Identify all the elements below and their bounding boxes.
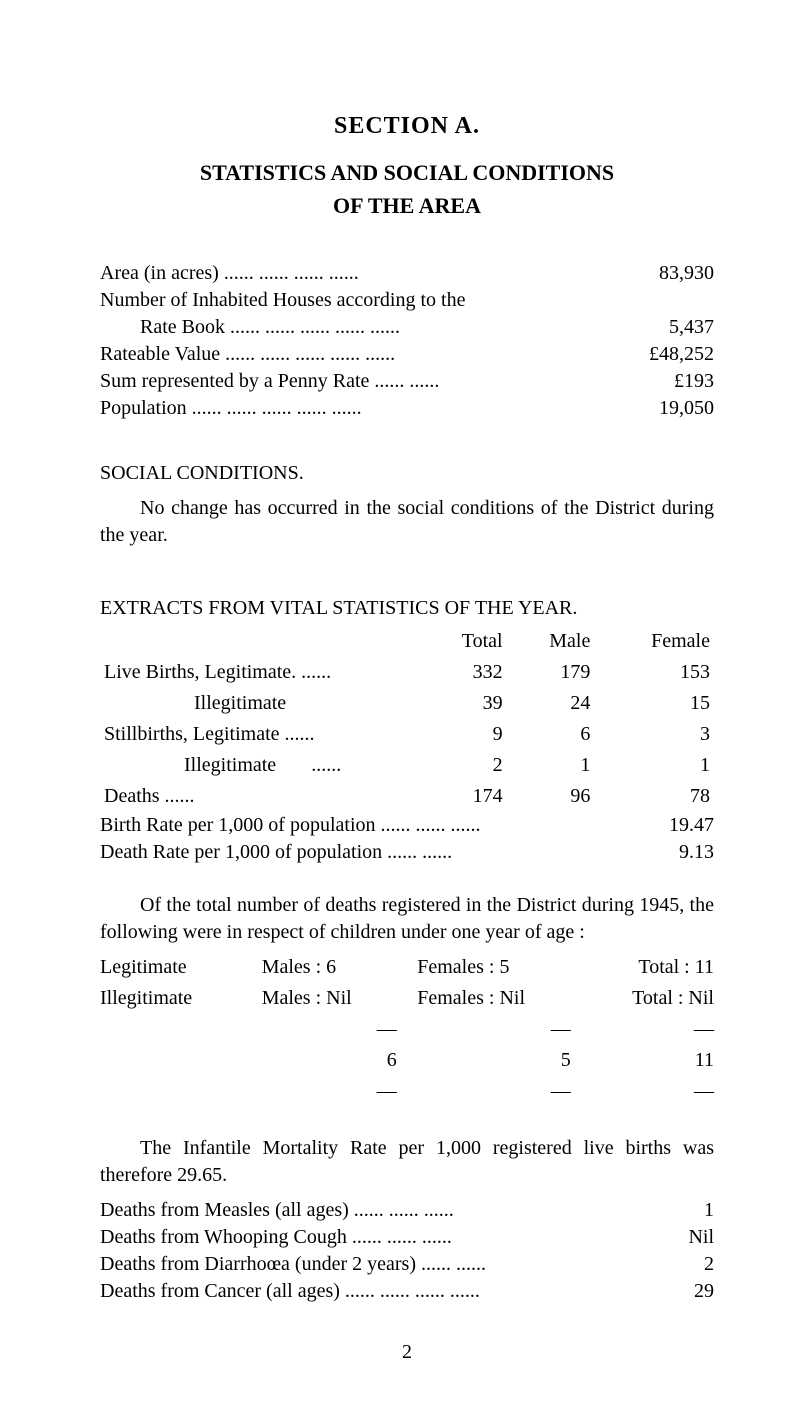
mortality-intro: The Infantile Mortality Rate per 1,000 r… — [100, 1135, 714, 1189]
children-intro: Of the total number of deaths registered… — [100, 892, 714, 946]
stat-label: Rateable Value ...... ...... ...... ....… — [100, 341, 614, 368]
cell: Females : 5 — [417, 954, 571, 981]
rate-label: Birth Rate per 1,000 of population .....… — [100, 812, 481, 839]
stat-value: £48,252 — [614, 341, 714, 368]
col-total: Total — [419, 626, 506, 657]
stat-value: 1 — [614, 1197, 714, 1224]
mortality-block: Deaths from Measles (all ages) ...... ..… — [100, 1197, 714, 1305]
dash: — — [417, 1016, 571, 1043]
cell: Females : Nil — [417, 985, 571, 1012]
stat-label: Deaths from Measles (all ages) ...... ..… — [100, 1197, 614, 1224]
table-row: Live Births, Legitimate. ......332179153 — [100, 657, 714, 688]
cell: 2 — [419, 750, 506, 781]
dash-row: — — — — [100, 1078, 714, 1105]
cell: Males : 6 — [262, 954, 397, 981]
table-row: Illegitimate ......211 — [100, 750, 714, 781]
cell: 6 — [507, 719, 595, 750]
cell: 39 — [419, 688, 506, 719]
area-stats-block: Area (in acres) ...... ...... ...... ...… — [100, 260, 714, 422]
stat-value: 19,050 — [614, 395, 714, 422]
cell: 179 — [507, 657, 595, 688]
table-row: Illegitimate392415 — [100, 688, 714, 719]
stat-label: Area (in acres) ...... ...... ...... ...… — [100, 260, 614, 287]
cell: 332 — [419, 657, 506, 688]
col-female: Female — [594, 626, 714, 657]
cell: 174 — [419, 781, 506, 812]
cell: 96 — [507, 781, 595, 812]
stat-value: 5,437 — [614, 314, 714, 341]
stat-label: Deaths from Diarrhoœa (under 2 years) ..… — [100, 1251, 614, 1278]
social-text: No change has occurred in the social con… — [100, 495, 714, 549]
rate-label: Death Rate per 1,000 of population .....… — [100, 839, 452, 866]
stat-label: Deaths from Whooping Cough ...... ......… — [100, 1224, 614, 1251]
cell: 3 — [594, 719, 714, 750]
stat-label: Rate Book ...... ...... ...... ...... ..… — [100, 314, 614, 341]
stat-value: 29 — [614, 1278, 714, 1305]
cell: Total : Nil — [591, 985, 714, 1012]
rate-value: 19.47 — [669, 812, 714, 839]
cell: 1 — [507, 750, 595, 781]
table-row: Deaths ......1749678 — [100, 781, 714, 812]
dash: — — [591, 1078, 714, 1105]
col-male: Male — [507, 626, 595, 657]
totals-row: 6 5 11 — [100, 1047, 714, 1074]
rate-row: Death Rate per 1,000 of population .....… — [100, 839, 714, 866]
social-heading: SOCIAL CONDITIONS. — [100, 460, 714, 487]
cell: 15 — [594, 688, 714, 719]
stat-label: Deaths from Cancer (all ages) ...... ...… — [100, 1278, 614, 1305]
page-number: 2 — [100, 1339, 714, 1366]
extracts-heading: EXTRACTS FROM VITAL STATISTICS OF THE YE… — [100, 595, 714, 622]
title-line-1: STATISTICS AND SOCIAL CONDITIONS — [200, 160, 614, 185]
cell: Illegitimate ...... — [100, 750, 419, 781]
cell — [100, 1016, 241, 1043]
dash: — — [262, 1078, 397, 1105]
title-line-2: OF THE AREA — [333, 193, 481, 218]
cell — [100, 1078, 241, 1105]
cell: 1 — [594, 750, 714, 781]
cell: 24 — [507, 688, 595, 719]
cell: 6 — [262, 1047, 397, 1074]
cell: 153 — [594, 657, 714, 688]
stat-label: Population ...... ...... ...... ...... .… — [100, 395, 614, 422]
dash: — — [417, 1078, 571, 1105]
section-label: SECTION A. — [100, 110, 714, 142]
cell: 78 — [594, 781, 714, 812]
dash-row: — — — — [100, 1016, 714, 1043]
stat-value: 83,930 — [614, 260, 714, 287]
cell: 9 — [419, 719, 506, 750]
cell — [100, 1047, 241, 1074]
cell: Males : Nil — [262, 985, 397, 1012]
col-blank — [100, 626, 419, 657]
dash: — — [262, 1016, 397, 1043]
rate-value: 9.13 — [679, 839, 714, 866]
table-header-row: Total Male Female — [100, 626, 714, 657]
stat-value: 2 — [614, 1251, 714, 1278]
cell: Stillbirths, Legitimate ...... — [100, 719, 419, 750]
children-row: Illegitimate Males : Nil Females : Nil T… — [100, 985, 714, 1012]
children-row: Legitimate Males : 6 Females : 5 Total :… — [100, 954, 714, 981]
stat-label: Sum represented by a Penny Rate ...... .… — [100, 368, 614, 395]
cell: Legitimate — [100, 954, 241, 981]
rate-row: Birth Rate per 1,000 of population .....… — [100, 812, 714, 839]
stat-value: Nil — [614, 1224, 714, 1251]
dash: — — [591, 1016, 714, 1043]
cell: Total : 11 — [591, 954, 714, 981]
cell: Illegitimate — [100, 985, 241, 1012]
vital-stats-table: Total Male Female Live Births, Legitimat… — [100, 626, 714, 812]
stat-value: £193 — [614, 368, 714, 395]
table-row: Stillbirths, Legitimate ......963 — [100, 719, 714, 750]
page-title: STATISTICS AND SOCIAL CONDITIONS OF THE … — [100, 156, 714, 222]
cell: Deaths ...... — [100, 781, 419, 812]
cell: 5 — [417, 1047, 571, 1074]
cell: Illegitimate — [100, 688, 419, 719]
cell: 11 — [591, 1047, 714, 1074]
stat-label: Number of Inhabited Houses according to … — [100, 287, 614, 314]
cell: Live Births, Legitimate. ...... — [100, 657, 419, 688]
